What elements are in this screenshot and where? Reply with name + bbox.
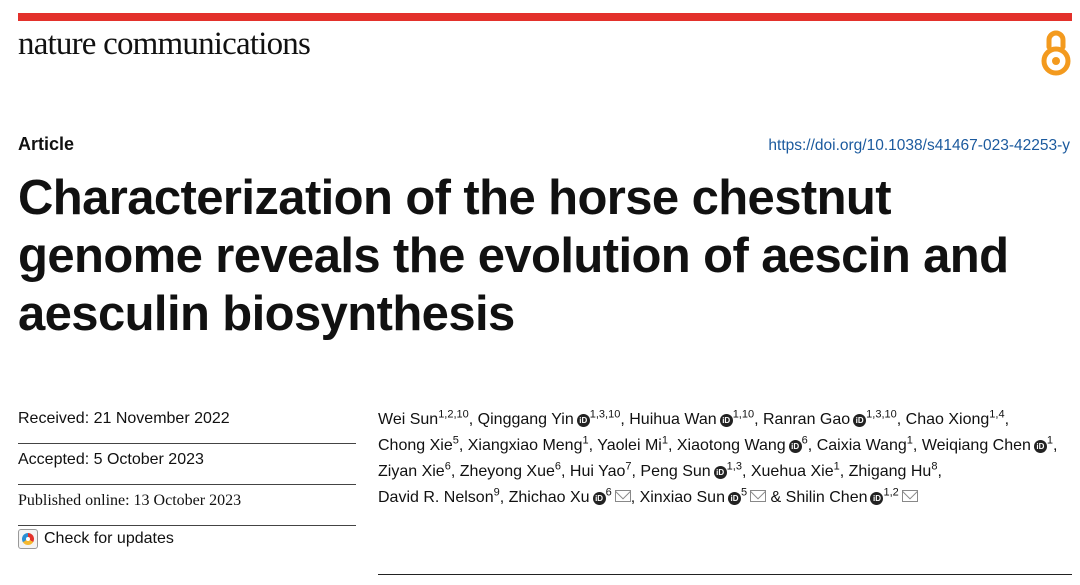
- affiliation-superscript: 1,3,10: [866, 408, 897, 421]
- author[interactable]: Zheyong Xue6: [459, 460, 562, 480]
- author-name: Yaolei Mi: [597, 437, 662, 454]
- affiliation-superscript: 1,2: [883, 486, 899, 499]
- author-name: Xiaotong Wang: [676, 437, 786, 454]
- author[interactable]: Wei Sun1,2,10: [378, 408, 469, 428]
- author[interactable]: Zhigang Hu8: [848, 460, 938, 480]
- author[interactable]: Xiaotong Wang iD 6: [676, 434, 808, 454]
- accepted-date: Accepted: 5 October 2023: [18, 451, 356, 485]
- orcid-icon[interactable]: iD: [719, 414, 733, 427]
- author[interactable]: Ranran Gao iD 1,3,10: [763, 408, 897, 428]
- affiliation-superscript: 8: [931, 460, 938, 473]
- author-name: Weiqiang Chen: [921, 437, 1031, 454]
- orcid-icon[interactable]: iD: [788, 440, 802, 453]
- author-name: Zhigang Hu: [848, 463, 932, 480]
- affiliation-superscript: 5: [740, 486, 748, 499]
- email-icon[interactable]: [614, 490, 631, 502]
- author[interactable]: Zhichao Xu iD 6: [508, 486, 631, 506]
- orcid-icon[interactable]: iD: [853, 414, 867, 427]
- author-name: Zhichao Xu: [508, 489, 590, 506]
- author-list: Wei Sun1,2,10, Qinggang Yin iD 1,3,10, Hui…: [378, 408, 1058, 506]
- affiliation-superscript: 1,2,10: [438, 408, 469, 421]
- author-name: Ziyan Xie: [378, 463, 445, 480]
- crossmark-icon: [18, 529, 38, 549]
- orcid-icon[interactable]: iD: [576, 414, 590, 427]
- affiliation-superscript: 1,3: [726, 460, 742, 473]
- author-name: Huihua Wan: [629, 411, 717, 428]
- affiliation-superscript: 1: [906, 434, 913, 447]
- author-name: Xiangxiao Meng: [467, 437, 583, 454]
- check-for-updates-button[interactable]: Check for updates: [18, 529, 174, 549]
- affiliation-superscript: 6: [554, 460, 562, 473]
- orcid-icon[interactable]: iD: [1033, 440, 1047, 453]
- affiliation-superscript: 1: [582, 434, 589, 447]
- author-name: Xuehua Xie: [750, 463, 834, 480]
- author-name: Xinxiao Sun: [639, 489, 725, 506]
- affiliation-superscript: 1: [661, 434, 668, 447]
- author[interactable]: Ziyan Xie6: [378, 460, 451, 480]
- affiliation-superscript: 6: [801, 434, 808, 447]
- divider: [18, 484, 356, 485]
- divider: [378, 574, 1072, 575]
- author-name: Chao Xiong: [905, 411, 990, 428]
- divider: [18, 443, 356, 444]
- received-date: Received: 21 November 2022: [18, 410, 356, 444]
- article-title: Characterization of the horse chestnut g…: [18, 171, 1009, 341]
- author-name: Hui Yao: [569, 463, 626, 480]
- author[interactable]: Yaolei Mi1: [597, 434, 668, 454]
- author[interactable]: Caixia Wang1: [816, 434, 913, 454]
- author-name: Shilin Chen: [785, 489, 868, 506]
- article-type: Article: [18, 134, 75, 154]
- author[interactable]: Xinxiao Sun iD 5: [639, 486, 767, 506]
- journal-accent-bar: [18, 13, 1072, 21]
- author[interactable]: Chao Xiong1,4: [905, 408, 1005, 428]
- doi-link[interactable]: https://doi.org/10.1038/s41467-023-42253…: [768, 137, 1070, 154]
- author-name: Caixia Wang: [816, 437, 907, 454]
- orcid-icon[interactable]: iD: [592, 492, 606, 505]
- email-icon[interactable]: [750, 490, 767, 502]
- affiliation-superscript: 6: [605, 486, 612, 499]
- affiliation-superscript: 1,3,10: [589, 408, 621, 421]
- divider: [18, 525, 356, 526]
- author-name: Zheyong Xue: [459, 463, 555, 480]
- open-access-icon: [1041, 30, 1071, 76]
- author[interactable]: Shilin Chen iD 1,2: [785, 486, 918, 506]
- affiliation-superscript: 1: [833, 460, 840, 473]
- author-name: David R. Nelson: [378, 489, 494, 506]
- affiliation-superscript: 7: [625, 460, 632, 473]
- author[interactable]: Xuehua Xie1: [750, 460, 840, 480]
- affiliation-superscript: 6: [444, 460, 451, 473]
- journal-name[interactable]: nature communications: [18, 26, 311, 62]
- author[interactable]: Chong Xie5: [378, 434, 459, 454]
- affiliation-superscript: 1,4: [989, 408, 1005, 421]
- author[interactable]: Xiangxiao Meng1: [467, 434, 589, 454]
- author[interactable]: Weiqiang Chen iD 1: [921, 434, 1054, 454]
- affiliation-superscript: 1: [1046, 434, 1054, 447]
- affiliation-superscript: 9: [493, 486, 500, 499]
- author[interactable]: Huihua Wan iD 1,10: [629, 408, 755, 428]
- affiliation-superscript: 5: [452, 434, 459, 447]
- author-name: Peng Sun: [640, 463, 711, 480]
- email-icon[interactable]: [901, 490, 918, 502]
- author[interactable]: Peng Sun iD 1,3: [640, 460, 742, 480]
- author-name: Wei Sun: [378, 411, 439, 428]
- author[interactable]: Hui Yao7: [569, 460, 632, 480]
- orcid-icon[interactable]: iD: [727, 492, 741, 505]
- published-date: Published online: 13 October 2023: [18, 492, 356, 526]
- author[interactable]: Qinggang Yin iD 1,3,10: [477, 408, 621, 428]
- check-for-updates-label: Check for updates: [44, 530, 174, 547]
- affiliation-superscript: 1,10: [732, 408, 755, 421]
- author-name: Qinggang Yin: [477, 411, 574, 428]
- author[interactable]: David R. Nelson9: [378, 486, 500, 506]
- orcid-icon[interactable]: iD: [713, 466, 727, 479]
- author-name: Chong Xie: [378, 437, 453, 454]
- orcid-icon[interactable]: iD: [870, 492, 884, 505]
- author-name: Ranran Gao: [763, 411, 851, 428]
